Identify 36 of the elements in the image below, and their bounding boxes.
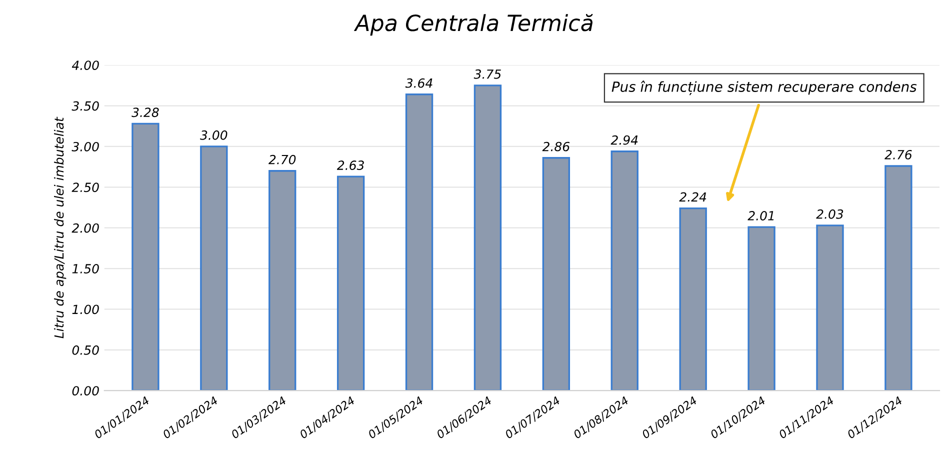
bar — [610, 150, 638, 391]
bar — [884, 165, 912, 391]
data-label: 2.24 — [679, 192, 706, 202]
y-tick-label: 3.50 — [72, 101, 99, 111]
data-label: 2.76 — [884, 150, 912, 160]
bar — [336, 176, 365, 391]
chart-title: Apa Centrala Termică — [354, 14, 593, 36]
bar — [200, 146, 228, 391]
bar — [816, 224, 844, 391]
y-axis-title: Litru de apa/Litru de ulei imbuteliat — [54, 116, 66, 338]
annotation: Pus în funcțiune sistem recuperare condens — [612, 80, 917, 96]
data-label: 3.28 — [132, 108, 159, 118]
data-label: 2.01 — [748, 210, 774, 220]
y-tick-label: 1.50 — [72, 264, 99, 274]
bar — [405, 94, 434, 391]
y-tick-label: 3.00 — [72, 142, 99, 152]
bar — [132, 122, 160, 391]
y-tick-label: 0.00 — [72, 386, 99, 396]
y-tick-label: 2.50 — [72, 182, 99, 192]
bar — [679, 207, 707, 391]
bar — [542, 157, 570, 391]
y-tick-label: 4.00 — [72, 60, 99, 70]
data-label: 2.70 — [268, 154, 296, 164]
data-label: 2.03 — [816, 209, 844, 219]
data-label: 3.00 — [200, 130, 228, 140]
bar — [748, 226, 776, 391]
y-tick-label: 0.50 — [72, 345, 99, 355]
bar — [474, 84, 502, 391]
data-label: 3.64 — [405, 78, 432, 88]
data-label: 2.94 — [610, 135, 638, 145]
y-tick-label: 1.00 — [72, 304, 99, 314]
bar — [268, 170, 296, 391]
data-label: 2.63 — [336, 160, 364, 170]
data-label: 2.86 — [542, 142, 570, 152]
data-label: 3.75 — [474, 69, 501, 79]
y-tick-label: 2.00 — [72, 223, 99, 233]
